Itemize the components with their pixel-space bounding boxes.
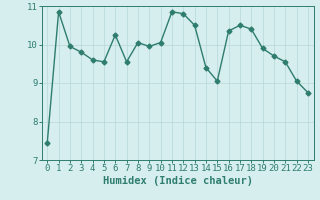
X-axis label: Humidex (Indice chaleur): Humidex (Indice chaleur) [103,176,252,186]
